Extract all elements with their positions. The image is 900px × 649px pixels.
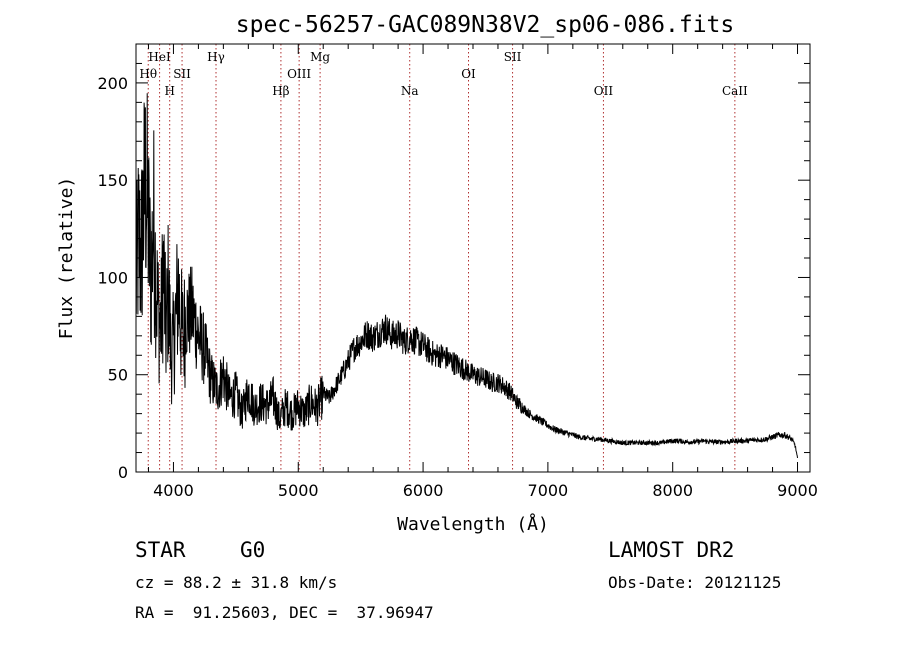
x-tick-label: 9000 [777, 481, 818, 500]
y-tick-label: 150 [97, 171, 128, 190]
radec-label: RA = 91.25603, DEC = 37.96947 [135, 603, 434, 622]
y-tick-label: 0 [118, 463, 128, 482]
object-class-label: STAR [135, 538, 186, 562]
x-tick-label: 5000 [278, 481, 319, 500]
spectral-line-label: OI [461, 67, 476, 81]
y-tick-label: 100 [97, 268, 128, 287]
spectral-line-label: OIII [287, 67, 311, 81]
spectral-line-label: Na [401, 84, 419, 98]
chart-title: spec-56257-GAC089N38V2_sp06-086.fits [236, 12, 735, 38]
spectrum-line [135, 93, 798, 459]
cz-label: cz = 88.2 ± 31.8 km/s [135, 573, 338, 592]
y-tick-label: 200 [97, 74, 128, 93]
x-tick-label: 8000 [652, 481, 693, 500]
spectral-line-label: CaII [722, 84, 748, 98]
y-tick-label: 50 [108, 366, 128, 385]
spectral-line-label: SII [173, 67, 191, 81]
y-axis-label: Flux (relative) [56, 177, 77, 340]
spectral-line-label: SII [504, 50, 522, 64]
spectral-line-label: OII [594, 84, 614, 98]
spectral-line-label: Mg [310, 50, 330, 64]
x-tick-label: 4000 [153, 481, 194, 500]
spectral-line-label: Hβ [272, 84, 289, 98]
x-tick-label: 6000 [403, 481, 444, 500]
plot-frame [135, 43, 811, 473]
obs-date-label: Obs-Date: 20121125 [608, 573, 782, 592]
spectral-line-label: Hγ [207, 50, 225, 64]
x-tick-label: 7000 [528, 481, 569, 500]
spectral-line-label: HeI [148, 50, 171, 64]
spectral-line-label: Hθ [139, 67, 157, 81]
survey-label: LAMOST DR2 [608, 538, 735, 562]
subclass-label: G0 [240, 538, 266, 562]
spectral-line-label: H [164, 84, 174, 98]
x-axis-label: Wavelength (Å) [397, 513, 549, 535]
